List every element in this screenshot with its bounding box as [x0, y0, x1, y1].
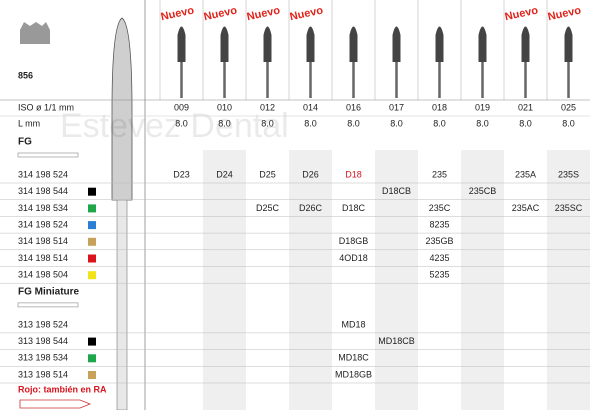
cell: 4OD18: [339, 253, 368, 263]
cell: MD18: [341, 319, 365, 329]
cell: D25: [259, 169, 276, 179]
product-code: 313 198 544: [18, 336, 68, 346]
iso-size: 018: [432, 102, 447, 112]
cell: 235AC: [512, 203, 540, 213]
length-label: L mm: [18, 118, 40, 128]
iso-size: 017: [389, 102, 404, 112]
bur-icon: [478, 26, 487, 62]
iso-size: 021: [518, 102, 533, 112]
color-swatch: [88, 204, 96, 213]
cell: D18GB: [339, 236, 369, 246]
cell: 235CB: [469, 186, 497, 196]
cell: MD18CB: [378, 336, 415, 346]
column-shade: [289, 150, 332, 410]
color-swatch: [88, 371, 96, 379]
section-bur-icon: [17, 152, 79, 158]
iso-size: 016: [346, 102, 361, 112]
product-number: 856: [18, 70, 33, 80]
color-swatch: [88, 271, 96, 280]
bur-illustration: [111, 17, 133, 201]
bur-icon: [564, 26, 573, 62]
product-code: 313 198 534: [18, 353, 68, 363]
cell: D26: [302, 169, 319, 179]
bur-icon: [263, 26, 272, 62]
product-code: 314 198 524: [18, 219, 68, 229]
product-code: 314 198 504: [18, 270, 68, 280]
iso-size: 012: [260, 102, 275, 112]
length: 8.0: [519, 118, 532, 128]
bur-icon: [220, 26, 229, 62]
length: 8.0: [562, 118, 575, 128]
section-title: FG: [18, 137, 32, 148]
bur-icon: [392, 26, 401, 62]
section-bur-icon: [17, 302, 79, 308]
iso-size: 019: [475, 102, 490, 112]
cell: D18CB: [382, 186, 411, 196]
ra-bur-icon: [19, 399, 92, 409]
product-code: 314 198 514: [18, 253, 68, 263]
column-shade: [461, 150, 504, 410]
cell: D26C: [299, 203, 323, 213]
bur-icon: [521, 26, 530, 62]
bur-icon: [306, 26, 315, 62]
iso-label: ISO ø 1/1 mm: [18, 102, 74, 112]
length: 8.0: [476, 118, 489, 128]
cell: 235C: [429, 203, 451, 213]
color-swatch: [88, 354, 96, 363]
watermark: Estevez Dental: [60, 107, 289, 145]
cell: D23: [173, 169, 190, 179]
iso-size: 009: [174, 102, 189, 112]
cell: 235SC: [555, 203, 583, 213]
column-shade: [375, 150, 418, 410]
cell: MD18C: [338, 353, 369, 363]
column-shade: [203, 150, 246, 410]
product-code: 314 198 514: [18, 236, 68, 246]
cell: 235GB: [425, 236, 453, 246]
footer-note: Rojo: también en RA: [18, 384, 107, 394]
length: 8.0: [304, 118, 317, 128]
cell: MD18GB: [335, 369, 372, 379]
color-swatch: [88, 337, 96, 346]
product-code: 313 198 524: [18, 319, 68, 329]
product-code: 314 198 544: [18, 186, 68, 196]
iso-size: 010: [217, 102, 232, 112]
cell: 4235: [429, 253, 449, 263]
iso-size: 025: [561, 102, 576, 112]
length: 8.0: [390, 118, 403, 128]
color-swatch: [88, 237, 96, 246]
column-shade: [547, 150, 590, 410]
bur-icon: [435, 26, 444, 62]
product-code: 313 198 514: [18, 369, 68, 379]
length: 8.0: [433, 118, 446, 128]
tooth-icon: [20, 22, 50, 44]
bur-icon: [177, 26, 186, 62]
cell: 235: [432, 169, 447, 179]
length: 8.0: [175, 118, 188, 128]
color-swatch: [88, 187, 96, 196]
length: 8.0: [218, 118, 231, 128]
product-code: 314 198 534: [18, 203, 68, 213]
cell: 235S: [558, 169, 579, 179]
color-swatch: [88, 254, 96, 263]
iso-size: 014: [303, 102, 318, 112]
product-code: 314 198 524: [18, 169, 68, 179]
section-title: FG Miniature: [18, 287, 80, 298]
cell: 8235: [429, 219, 449, 229]
cell: D18C: [342, 203, 366, 213]
cell: D18: [345, 169, 362, 179]
cell: D24: [216, 169, 233, 179]
color-swatch: [88, 221, 96, 230]
length: 8.0: [347, 118, 360, 128]
cell: 235A: [515, 169, 536, 179]
bur-shank: [116, 199, 128, 411]
cell: 5235: [429, 270, 449, 280]
bur-icon: [349, 26, 358, 62]
cell: D25C: [256, 203, 280, 213]
length: 8.0: [261, 118, 274, 128]
